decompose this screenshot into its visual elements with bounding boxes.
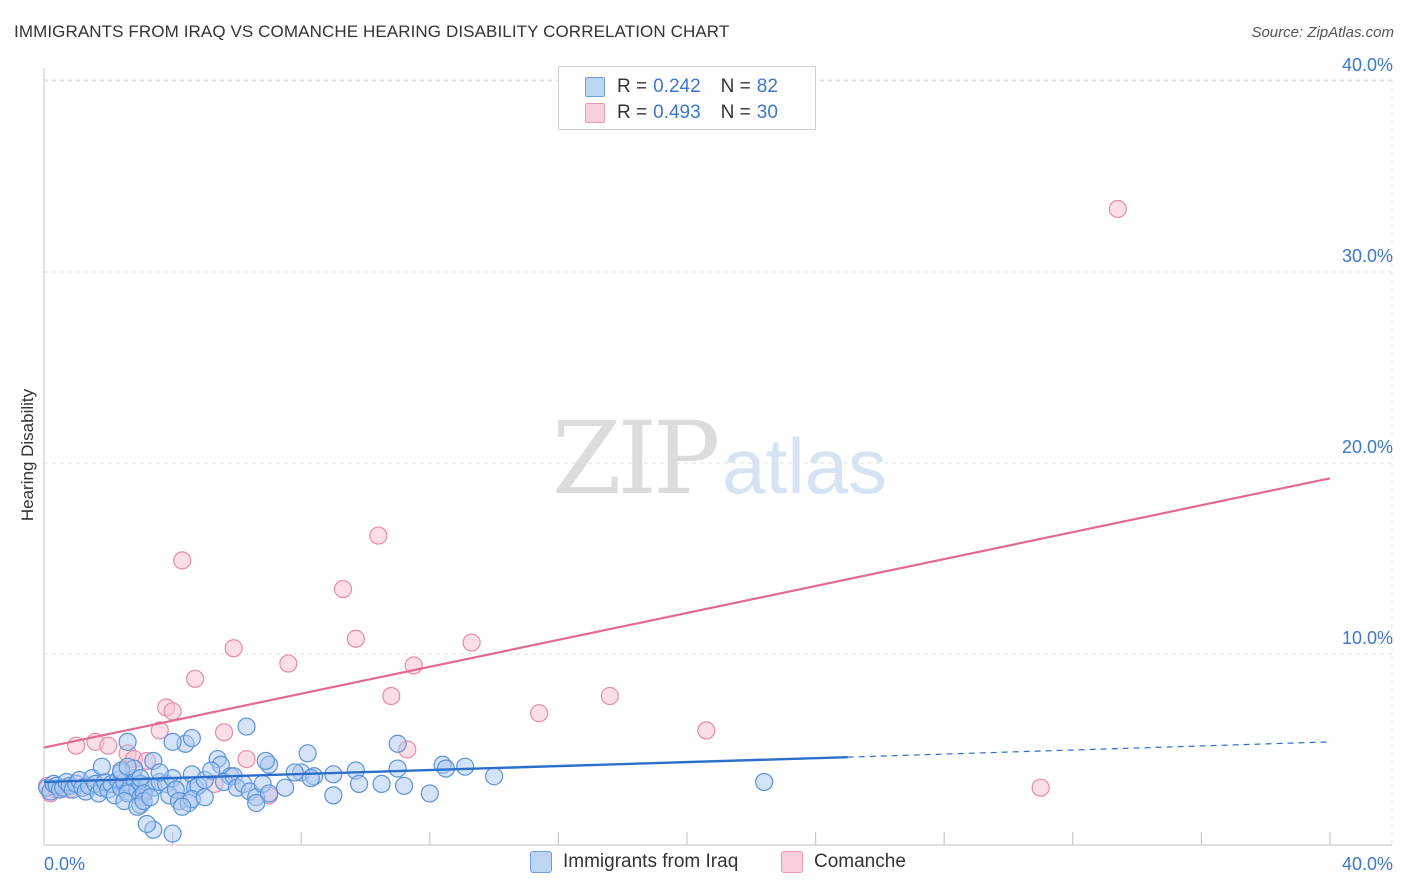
tick-labels: 10.0% 20.0% 30.0% 40.0% 0.0% 40.0% <box>44 55 1393 874</box>
comanche-points <box>38 199 1127 805</box>
legend-n-label: N = <box>720 102 751 123</box>
trend-lines <box>43 477 1331 784</box>
iraq-point <box>324 786 343 805</box>
iraq-point <box>137 814 156 834</box>
legend-item-comanche: Comanche <box>781 851 906 873</box>
iraq-trend-extension <box>847 741 1331 758</box>
legend-r-label: R = <box>617 102 648 123</box>
comanche-point <box>462 633 481 652</box>
comanche-point <box>369 526 388 545</box>
comanche-point <box>224 639 243 658</box>
iraq-point <box>118 757 137 776</box>
iraq-point <box>259 784 279 803</box>
comanche-point <box>1031 778 1050 797</box>
iraq-point <box>237 717 256 736</box>
iraq-point <box>301 769 320 788</box>
iraq-point <box>256 751 275 771</box>
iraq-point <box>456 757 475 776</box>
legend-n-label: N = <box>720 76 751 97</box>
iraq-point <box>420 784 439 803</box>
comanche-point <box>237 749 256 769</box>
iraq-point <box>394 776 414 795</box>
iraq-point <box>173 797 192 816</box>
legend-swatch-iraq <box>585 77 605 97</box>
legend-n-value: 82 <box>756 76 778 97</box>
iraq-point <box>276 778 295 797</box>
comanche-point <box>150 721 169 740</box>
iraq-points <box>38 717 774 843</box>
legend-swatch-comanche <box>781 851 803 873</box>
iraq-point <box>140 788 160 807</box>
iraq-point <box>372 774 391 793</box>
legend-label-comanche: Comanche <box>814 851 906 872</box>
comanche-trend-line <box>43 477 1331 749</box>
iraq-point <box>755 772 774 792</box>
iraq-point <box>485 767 504 786</box>
legend-row-comanche: R = 0.493 N = 30 <box>585 101 778 125</box>
legend-item-iraq: Immigrants from Iraq <box>530 851 738 873</box>
iraq-trend-line <box>43 755 848 784</box>
legend-r-value: 0.493 <box>653 102 701 123</box>
comanche-point <box>279 654 298 673</box>
iraq-point <box>182 728 201 748</box>
comanche-point <box>1108 199 1127 219</box>
iraq-point <box>247 793 266 813</box>
iraq-point <box>118 732 137 751</box>
comanche-point <box>163 702 182 721</box>
iraq-point <box>163 824 182 843</box>
iraq-point <box>202 761 221 780</box>
y-tick-label: 40.0% <box>1342 55 1393 75</box>
iraq-point <box>92 757 111 776</box>
comanche-point <box>530 704 549 723</box>
correlation-legend: R = 0.242 N = 82 R = 0.493 N = 30 <box>558 66 816 130</box>
iraq-point <box>349 774 369 793</box>
comanche-point <box>382 686 401 706</box>
comanche-point <box>697 721 716 740</box>
comanche-point <box>99 736 118 755</box>
x-tick-label: 0.0% <box>44 854 85 874</box>
axes <box>43 68 1392 846</box>
legend-label-iraq: Immigrants from Iraq <box>563 851 739 872</box>
legend-swatch-iraq <box>530 851 552 873</box>
series-legend: Immigrants from Iraq Comanche <box>0 851 1406 877</box>
iraq-point <box>298 744 317 763</box>
iraq-point <box>388 734 407 753</box>
legend-n-value: 30 <box>756 102 778 123</box>
comanche-point <box>186 669 205 688</box>
chart-title: IMMIGRANTS FROM IRAQ VS COMANCHE HEARING… <box>14 22 730 41</box>
comanche-point <box>600 686 619 706</box>
comanche-point <box>333 579 353 599</box>
y-tick-label: 20.0% <box>1342 437 1393 457</box>
legend-swatch-comanche <box>585 103 605 123</box>
legend-r-value: 0.242 <box>653 76 701 97</box>
source-credit: Source: ZipAtlas.com <box>1251 24 1394 41</box>
iraq-point <box>388 759 407 778</box>
iraq-point <box>150 763 169 782</box>
comanche-point <box>214 723 234 742</box>
iraq-point <box>285 763 304 782</box>
x-tick-label: 40.0% <box>1342 854 1393 874</box>
iraq-point <box>195 788 214 807</box>
iraq-point <box>163 732 182 751</box>
legend-row-iraq: R = 0.242 N = 82 <box>585 75 778 99</box>
comanche-point <box>346 629 365 648</box>
y-tick-label: 30.0% <box>1342 246 1393 266</box>
legend-r-label: R = <box>617 76 648 97</box>
y-tick-label: 10.0% <box>1342 628 1393 648</box>
comanche-point <box>173 551 192 570</box>
